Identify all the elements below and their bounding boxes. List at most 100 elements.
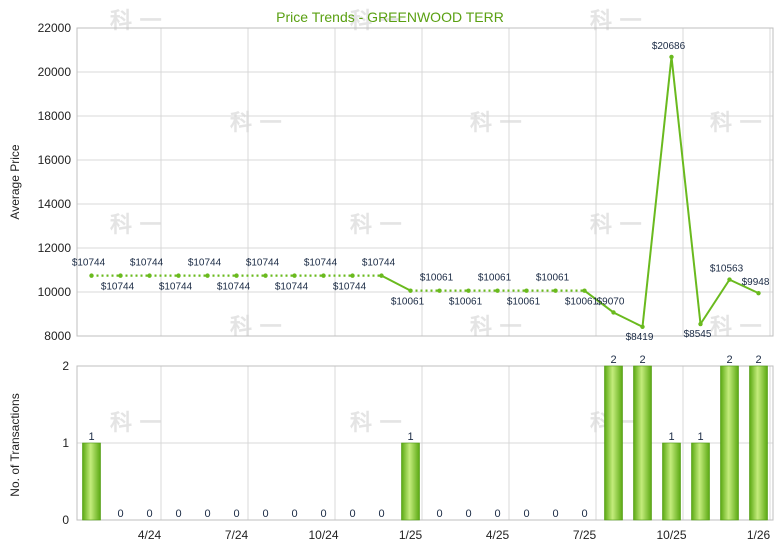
price-value-label: $10744 (333, 282, 367, 293)
transactions-y-tick-label: 1 (62, 436, 69, 450)
price-point (118, 273, 123, 278)
price-point (466, 288, 471, 293)
transaction-count-label: 2 (610, 354, 616, 366)
price-point (495, 288, 500, 293)
x-tick-label: 7/25 (573, 528, 597, 542)
price-value-label: $10563 (710, 264, 744, 275)
svg-text:科 一: 科 一 (350, 213, 402, 238)
price-point (234, 273, 239, 278)
transaction-count-label: 1 (88, 431, 94, 443)
price-line-segment (613, 311, 643, 328)
x-tick-label: 10/24 (308, 528, 338, 542)
price-line-segment (670, 56, 702, 325)
price-y-tick-label: 16000 (38, 153, 72, 167)
transaction-bar (633, 365, 652, 521)
transactions-y-axis: 0 1 2 (62, 359, 69, 527)
price-point (176, 273, 181, 278)
price-value-label: $10744 (217, 282, 251, 293)
price-value-label: $8419 (626, 332, 654, 343)
x-tick-label: 1/25 (399, 528, 423, 542)
price-line-segment (583, 289, 615, 314)
price-line-series: $10744 $10744 $10744 $10744 $10744 $10744 $107… (72, 41, 770, 343)
price-value-label: $10744 (72, 258, 106, 269)
price-y-tick-label: 20000 (38, 65, 72, 79)
price-value-label: $10744 (130, 258, 164, 269)
svg-text:科 一: 科 一 (110, 411, 162, 436)
price-line-segment (699, 279, 731, 325)
price-point (582, 288, 587, 293)
transaction-count-label: 0 (494, 508, 500, 520)
transaction-bar (82, 442, 101, 521)
price-point (437, 288, 442, 293)
transaction-count-label: 0 (146, 508, 152, 520)
svg-text:科 一: 科 一 (590, 213, 642, 238)
transaction-bar (401, 442, 420, 521)
svg-text:科 一: 科 一 (590, 9, 642, 34)
price-value-label: $10744 (101, 282, 135, 293)
transaction-count-label: 2 (726, 354, 732, 366)
x-tick-label: 10/25 (656, 528, 686, 542)
transactions-y-tick-label: 2 (62, 359, 69, 373)
x-tick-label: 1/26 (747, 528, 771, 542)
price-value-label: $10061 (420, 273, 454, 284)
transaction-count-label: 0 (262, 508, 268, 520)
price-value-label: $10061 (391, 297, 425, 308)
svg-text:科 一: 科 一 (470, 111, 522, 136)
price-y-tick-label: 18000 (38, 109, 72, 123)
price-value-label: $10061 (478, 273, 512, 284)
transaction-count-label: 1 (668, 431, 674, 443)
price-point (756, 290, 761, 296)
price-y-tick-label: 22000 (38, 21, 72, 35)
price-point (147, 273, 152, 278)
price-line-segment (381, 274, 411, 292)
transaction-count-label: 0 (436, 508, 442, 520)
transaction-count-label: 0 (581, 508, 587, 520)
price-value-label: $10061 (507, 297, 541, 308)
price-point (263, 273, 268, 278)
svg-text:科 一: 科 一 (350, 411, 402, 436)
transaction-bar (662, 442, 681, 521)
transaction-count-label: 0 (291, 508, 297, 520)
price-y-tick-label: 12000 (38, 241, 72, 255)
x-tick-label: 4/24 (138, 528, 162, 542)
transactions-y-axis-label: No. of Transactions (8, 393, 22, 496)
transaction-count-label: 0 (117, 508, 123, 520)
price-point (350, 273, 355, 278)
transaction-bar (691, 442, 710, 521)
svg-text:科 一: 科 一 (230, 111, 282, 136)
svg-text:科 一: 科 一 (350, 9, 402, 34)
transaction-count-label: 0 (465, 508, 471, 520)
svg-text:科 一: 科 一 (110, 9, 162, 34)
chart-title: Price Trends - GREENWOOD TERR (276, 9, 504, 25)
price-point (611, 310, 616, 315)
price-value-label: $10061 (565, 297, 599, 308)
price-y-tick-label: 14000 (38, 197, 72, 211)
svg-text:科 一: 科 一 (710, 111, 762, 136)
price-y-axis-label: Average Price (8, 144, 22, 219)
price-value-label: $9070 (597, 296, 625, 307)
x-tick-label: 4/25 (486, 528, 510, 542)
transactions-y-tick-label: 0 (62, 513, 69, 527)
price-point (379, 273, 384, 278)
price-value-label: $10061 (449, 297, 483, 308)
price-point (727, 277, 732, 282)
price-y-tick-label: 10000 (38, 285, 72, 299)
transaction-bar (604, 365, 623, 521)
transaction-count-label: 1 (407, 431, 413, 443)
price-value-label: $8545 (684, 329, 712, 340)
transaction-count-label: 0 (349, 508, 355, 520)
transaction-count-label: 0 (320, 508, 326, 520)
transaction-count-label: 1 (697, 431, 703, 443)
price-value-label: $20686 (652, 41, 686, 52)
price-value-label: $10744 (188, 258, 222, 269)
price-value-label: $10744 (304, 258, 338, 269)
price-value-label: $10061 (536, 273, 570, 284)
price-value-label: $10744 (362, 258, 396, 269)
price-point (408, 288, 413, 293)
price-point (553, 288, 558, 293)
transaction-count-label: 0 (233, 508, 239, 520)
transaction-count-label: 0 (523, 508, 529, 520)
price-value-label: $9948 (742, 277, 770, 288)
price-line-segment (729, 278, 759, 295)
